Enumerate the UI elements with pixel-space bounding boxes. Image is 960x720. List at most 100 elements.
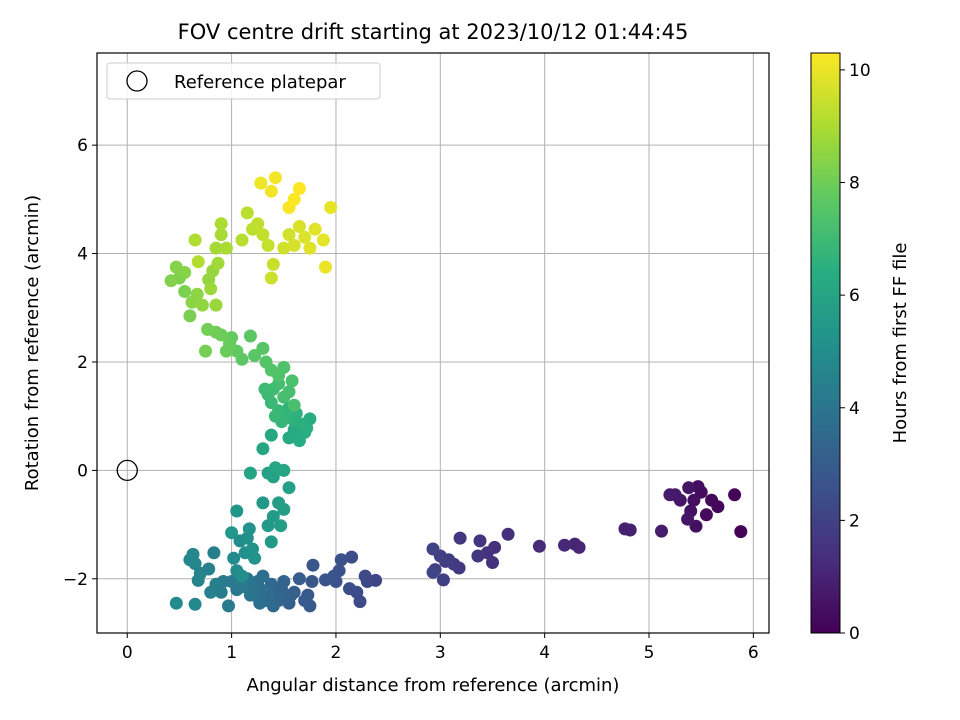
data-point — [345, 550, 359, 564]
data-point — [235, 569, 249, 583]
data-point — [169, 596, 183, 610]
data-point — [436, 573, 450, 587]
data-point — [296, 417, 310, 431]
data-point — [734, 525, 748, 539]
y-axis-ticks: −2 0 2 4 6 — [63, 136, 97, 590]
x-axis-label: Angular distance from reference (arcmin) — [247, 675, 620, 696]
data-point — [319, 260, 332, 274]
colorbar-tick-label: 2 — [849, 511, 860, 531]
colorbar-gradient — [810, 52, 841, 634]
data-point — [268, 171, 282, 185]
data-point — [211, 256, 225, 270]
data-point — [266, 510, 280, 523]
data-point — [207, 546, 221, 560]
x-tick-label: 0 — [122, 643, 133, 663]
data-point — [298, 594, 312, 607]
data-point — [287, 192, 301, 206]
data-point — [292, 572, 306, 586]
data-point — [261, 238, 275, 252]
data-point — [282, 481, 296, 495]
data-point — [264, 428, 278, 442]
data-point — [195, 298, 209, 312]
data-point — [471, 549, 485, 563]
data-point — [214, 217, 228, 231]
colorbar-tick-label: 4 — [849, 399, 860, 419]
y-tick-label: 2 — [77, 353, 88, 373]
data-point — [699, 508, 713, 522]
data-point — [248, 551, 262, 565]
x-axis-ticks: 0 1 2 3 4 5 6 — [122, 633, 759, 663]
data-point — [266, 257, 280, 271]
x-tick-label: 1 — [226, 643, 237, 663]
data-point — [274, 519, 288, 533]
legend-entry-label: Reference platepar — [174, 72, 346, 93]
data-point — [268, 409, 282, 423]
colorbar: 0 2 4 6 8 10 Hours from first FF file — [810, 52, 911, 644]
data-point — [227, 551, 241, 565]
y-tick-label: 6 — [77, 136, 88, 156]
data-point — [209, 298, 223, 312]
data-point — [188, 597, 202, 611]
data-point — [319, 573, 332, 587]
y-tick-label: 0 — [77, 461, 88, 481]
colorbar-tick-label: 10 — [849, 61, 871, 81]
grid-lines — [97, 53, 769, 633]
data-point — [188, 233, 202, 247]
data-point — [682, 481, 696, 495]
reference-marker-layer — [116, 459, 138, 482]
data-point — [243, 588, 257, 602]
data-point — [264, 535, 278, 549]
colorbar-ticks: 0 2 4 6 8 10 — [840, 61, 871, 644]
data-point — [164, 274, 178, 288]
data-point — [568, 537, 582, 551]
data-point — [222, 599, 235, 613]
data-point — [316, 233, 330, 247]
data-point — [305, 575, 319, 588]
data-point — [473, 534, 487, 548]
data-point — [287, 398, 301, 412]
data-point — [191, 573, 205, 587]
data-point — [251, 217, 265, 231]
data-point — [209, 241, 223, 255]
data-point — [287, 238, 301, 252]
data-point — [230, 504, 244, 518]
reference-platepar-marker — [116, 459, 138, 482]
data-point — [358, 569, 372, 583]
data-point — [264, 184, 278, 198]
data-point — [282, 385, 296, 399]
data-point — [256, 496, 270, 510]
data-point — [663, 488, 677, 502]
data-point — [240, 206, 254, 220]
data-point — [687, 493, 701, 507]
data-point — [277, 463, 291, 477]
data-point — [334, 553, 348, 567]
data-point — [705, 493, 719, 507]
data-point — [204, 585, 218, 599]
data-point — [191, 255, 205, 269]
data-point — [558, 538, 571, 552]
data-point — [298, 230, 312, 244]
plot-frame — [96, 52, 770, 634]
data-point — [259, 355, 273, 369]
legend-box — [106, 62, 381, 100]
data-point — [235, 233, 249, 247]
colorbar-tick-label: 6 — [849, 286, 860, 306]
data-point — [532, 539, 546, 553]
y-tick-label: −2 — [63, 570, 88, 590]
x-tick-label: 3 — [435, 643, 446, 663]
data-point — [292, 182, 306, 195]
data-point — [303, 241, 317, 255]
data-point — [190, 287, 204, 301]
data-point — [243, 329, 257, 343]
data-point — [256, 228, 270, 242]
data-point — [248, 349, 262, 362]
data-point — [308, 222, 322, 236]
data-point — [324, 201, 338, 214]
data-point — [728, 488, 742, 502]
data-point — [183, 553, 197, 567]
data-point — [426, 565, 440, 579]
data-point — [264, 577, 278, 591]
data-point — [204, 282, 218, 296]
y-axis-label: Rotation from reference (arcmin) — [22, 195, 43, 491]
